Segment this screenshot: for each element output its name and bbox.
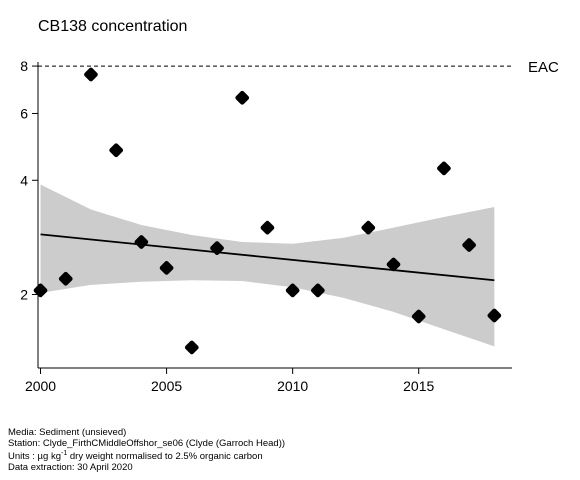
data-point-2011 xyxy=(310,283,325,298)
y-tick-label-4: 4 xyxy=(20,172,28,188)
data-point-2017 xyxy=(462,238,477,252)
data-point-2001 xyxy=(58,271,73,286)
data-point-2007 xyxy=(210,241,224,255)
chart-title: CB138 concentration xyxy=(38,18,188,35)
footer-units: Units : µg kg-1 dry weight normalised to… xyxy=(8,449,285,463)
chart-footer: Media: Sediment (unsieved) Station: Clyd… xyxy=(8,427,286,473)
y-tick-label-2: 2 xyxy=(20,286,28,302)
data-point-2016 xyxy=(437,161,451,176)
footer-station: Station: Clyde_FirthCMiddleOffshor_se06 … xyxy=(8,437,286,449)
data-point-2009 xyxy=(260,220,275,235)
data-point-2018 xyxy=(487,308,502,323)
confidence-band xyxy=(40,184,495,347)
y-tick-label-6: 6 xyxy=(20,105,28,121)
data-point-2014 xyxy=(386,257,401,272)
footer-units-sup: -1 xyxy=(61,450,68,457)
data-point-2004 xyxy=(134,235,149,249)
eac-label: EAC xyxy=(528,59,559,76)
footer-media: Media: Sediment (unsieved) xyxy=(8,427,127,438)
data-point-2015 xyxy=(411,309,426,324)
data-point-2013 xyxy=(361,220,376,235)
trend-line xyxy=(40,233,495,282)
data-point-2010 xyxy=(285,283,300,298)
data-point-2006 xyxy=(184,340,199,355)
footer-units-prefix: Units : µg kg xyxy=(8,451,61,463)
data-point-2002 xyxy=(84,67,98,82)
data-point-2003 xyxy=(109,143,124,158)
x-tick-label-2010: 2010 xyxy=(277,378,308,394)
x-tick-label-2000: 2000 xyxy=(25,378,56,394)
data-point-2000 xyxy=(33,283,48,298)
data-point-2008 xyxy=(235,90,250,105)
y-tick-label-8: 8 xyxy=(20,58,28,74)
footer-extraction: Data extraction: 30 April 2020 xyxy=(8,461,133,473)
x-tick-label-2005: 2005 xyxy=(151,378,182,394)
x-tick-label-2015: 2015 xyxy=(403,378,434,394)
footer-units-suffix: dry weight normalised to 2.5% organic ca… xyxy=(67,451,263,463)
data-point-2005 xyxy=(159,261,174,275)
